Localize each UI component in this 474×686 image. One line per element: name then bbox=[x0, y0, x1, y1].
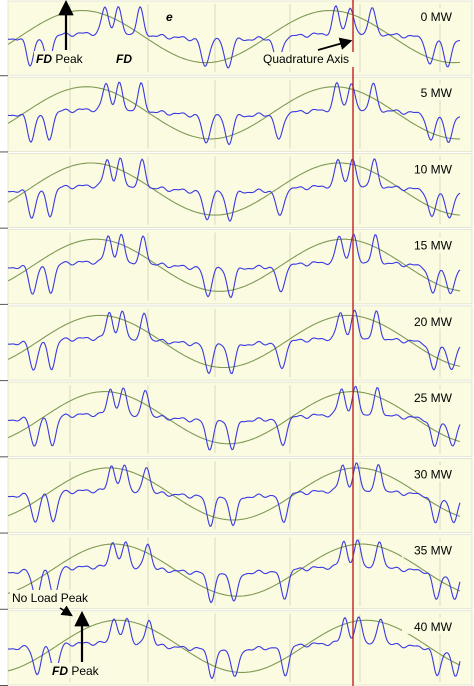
emf-trace bbox=[7, 543, 461, 597]
quadrature-axis-label: Quadrature Axis bbox=[263, 52, 349, 66]
fd-peak-top-label: FD Peak bbox=[36, 52, 84, 66]
panel-background bbox=[7, 229, 473, 305]
fd-peak-bottom-prefix: FD bbox=[52, 664, 68, 678]
panel-label: 20 MW bbox=[414, 315, 453, 329]
emf-trace bbox=[7, 619, 461, 673]
no-load-peak-label: No Load Peak bbox=[12, 591, 89, 605]
panel-background bbox=[7, 458, 473, 533]
panel-label-bg bbox=[402, 236, 454, 253]
fd-label: FD bbox=[116, 52, 132, 66]
fd-peak-bottom-suffix: Peak bbox=[68, 664, 100, 678]
panel-2: 10 MW bbox=[0, 153, 473, 229]
panel-label: 30 MW bbox=[414, 467, 453, 481]
flux-trace bbox=[7, 616, 461, 680]
fd-peak-top-suffix: Peak bbox=[52, 52, 84, 66]
panel-1: 5 MW bbox=[0, 76, 473, 153]
fd-peak-bottom-label: FD Peak bbox=[52, 664, 100, 678]
quadrature-axis-arrow bbox=[317, 37, 353, 51]
panel-label-bg bbox=[402, 160, 454, 177]
panel-label-bg bbox=[402, 465, 454, 482]
flux-trace bbox=[7, 233, 461, 299]
panel-4: 20 MW bbox=[0, 305, 473, 382]
panel-label-bg bbox=[402, 541, 454, 558]
panel-label: 35 MW bbox=[414, 544, 453, 558]
fd-peak-top-prefix: FD bbox=[36, 52, 52, 66]
flux-trace bbox=[7, 81, 461, 146]
fd-peak-bottom-label-bg bbox=[50, 663, 110, 678]
no-load-peak-arrow bbox=[59, 605, 73, 617]
flux-trace bbox=[7, 4, 461, 69]
panel-label: 10 MW bbox=[414, 162, 453, 176]
panel-label: 40 MW bbox=[414, 620, 453, 634]
flux-trace bbox=[7, 462, 461, 527]
panel-label-bg bbox=[402, 8, 454, 24]
flux-trace bbox=[7, 385, 461, 451]
no-load-peak-label-bg bbox=[10, 590, 100, 605]
fd-peak-top-label-bg bbox=[34, 51, 92, 66]
panel-6: 30 MW bbox=[0, 458, 473, 534]
panel-background bbox=[7, 153, 473, 228]
panel-label-bg bbox=[402, 312, 454, 329]
panel-3: 15 MW bbox=[0, 229, 473, 305]
annotation-layer: FD Peak FD e Quadrature Axis No Load Pea… bbox=[10, 0, 357, 678]
panel-label: 15 MW bbox=[414, 239, 453, 253]
emf-trace bbox=[7, 391, 461, 445]
flux-trace bbox=[7, 157, 461, 223]
panel-background bbox=[7, 305, 473, 381]
flux-trace bbox=[7, 309, 461, 375]
panel-label: 25 MW bbox=[414, 391, 453, 405]
panel-label-bg bbox=[402, 84, 454, 101]
panel-label: 0 MW bbox=[421, 10, 453, 24]
panel-label-bg bbox=[402, 389, 454, 406]
panel-label-bg bbox=[402, 617, 454, 634]
emf-trace bbox=[7, 86, 460, 140]
flux-trace bbox=[7, 539, 461, 604]
e-label: e bbox=[166, 10, 173, 24]
emf-trace bbox=[7, 467, 461, 521]
emf-trace bbox=[7, 9, 461, 64]
emf-trace bbox=[7, 162, 461, 216]
panel-5: 25 MW bbox=[0, 381, 473, 458]
panel-label: 5 MW bbox=[421, 86, 453, 100]
quadrature-axis-label-bg bbox=[261, 52, 357, 67]
